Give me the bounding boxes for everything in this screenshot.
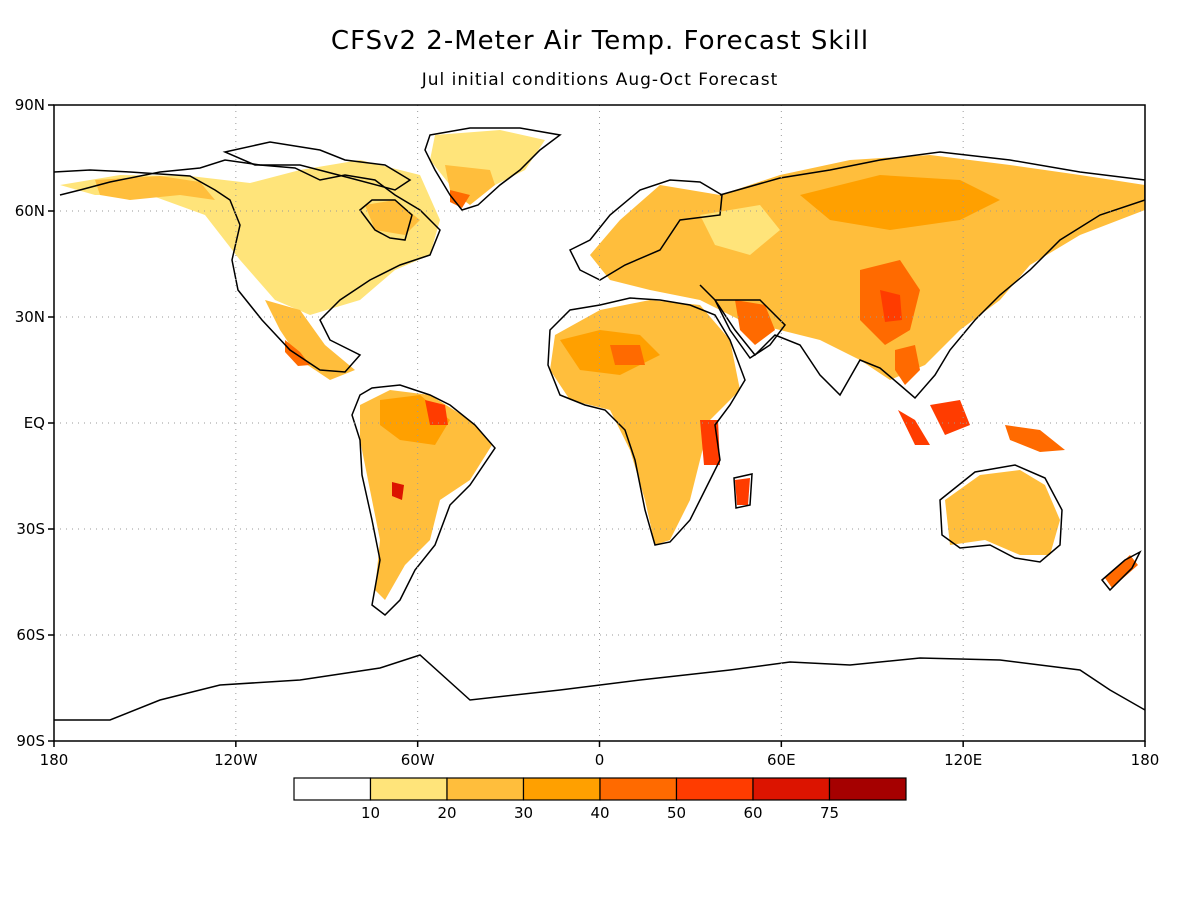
colorbar-label: 40 xyxy=(590,804,609,822)
shade-alaska-orange xyxy=(95,176,215,200)
lon-label: 60E xyxy=(767,751,796,769)
skill-shading xyxy=(60,130,1145,600)
colorbar-label: 20 xyxy=(437,804,456,822)
colorbar-swatch xyxy=(675,777,754,801)
coast-arctic-islands xyxy=(222,141,412,191)
colorbar-swatch xyxy=(599,777,678,801)
longitude-labels: 180 120W 60W 0 60E 120E 180 xyxy=(40,751,1160,769)
colorbar-swatch xyxy=(293,777,372,801)
lat-lon-grid xyxy=(54,105,1145,741)
shade-indonesia xyxy=(930,400,970,435)
lat-label: 90N xyxy=(15,96,45,114)
coast-greenland xyxy=(424,127,562,211)
coastlines xyxy=(54,127,1145,721)
shade-sahara-red xyxy=(610,345,645,365)
shade-sumatra xyxy=(898,410,930,445)
shade-madagascar xyxy=(735,478,750,505)
shade-se-asia xyxy=(895,345,920,385)
lat-label: 30S xyxy=(16,520,45,538)
shade-east-africa xyxy=(700,420,720,465)
colorbar xyxy=(293,777,907,801)
shade-siberia-light xyxy=(700,205,780,255)
latitude-labels: 90N 60N 30N EQ 30S 60S 90S xyxy=(15,96,45,750)
map-subtitle: Jul initial conditions Aug-Oct Forecast xyxy=(421,70,779,90)
map-title: CFSv2 2-Meter Air Temp. Forecast Skill xyxy=(330,26,870,56)
colorbar-label: 60 xyxy=(743,804,762,822)
lat-label: 60N xyxy=(15,202,45,220)
lon-label: 120E xyxy=(944,751,982,769)
shade-china-red xyxy=(880,290,902,322)
lat-label: EQ xyxy=(24,414,45,432)
coast-madagascar xyxy=(733,473,753,509)
shade-hudson xyxy=(365,200,420,235)
coast-south-america xyxy=(351,384,496,616)
colorbar-swatch xyxy=(522,777,601,801)
coast-hudson-bay xyxy=(358,199,413,241)
lat-label: 60S xyxy=(16,626,45,644)
lon-label: 0 xyxy=(595,751,605,769)
coast-africa xyxy=(547,297,746,546)
colorbar-label: 30 xyxy=(514,804,533,822)
axis-ticks xyxy=(48,104,1146,747)
shade-central-asia xyxy=(800,175,1000,230)
shade-greenland-red xyxy=(450,190,470,208)
colorbar-swatch xyxy=(752,777,831,801)
shade-sa-red2 xyxy=(392,482,404,500)
colorbar-label: 10 xyxy=(361,804,380,822)
coast-australia xyxy=(939,464,1063,563)
lon-label: 180 xyxy=(40,751,69,769)
coast-arabia xyxy=(713,299,786,360)
colorbar-swatch xyxy=(446,777,525,801)
shade-sa-red xyxy=(425,400,448,425)
shade-arabia xyxy=(735,300,775,345)
lon-label: 60W xyxy=(401,751,435,769)
lon-label: 120W xyxy=(214,751,258,769)
lat-label: 90S xyxy=(16,732,45,750)
colorbar-swatch xyxy=(369,777,448,801)
shade-south-america xyxy=(360,390,492,600)
colorbar-labels: 10 20 30 40 50 60 75 xyxy=(361,804,839,822)
colorbar-swatch xyxy=(828,777,907,801)
lat-label: 30N xyxy=(15,308,45,326)
shade-north-america xyxy=(60,160,440,315)
colorbar-label: 75 xyxy=(820,804,839,822)
lon-label: 180 xyxy=(1131,751,1160,769)
shade-new-guinea xyxy=(1005,425,1065,452)
coast-asia xyxy=(699,151,1145,400)
coast-north-america xyxy=(54,159,441,373)
shade-mexico xyxy=(265,300,355,380)
shade-australia xyxy=(945,470,1060,555)
colorbar-label: 50 xyxy=(667,804,686,822)
coast-new-zealand xyxy=(1100,550,1142,592)
coast-europe xyxy=(568,179,723,281)
shade-new-zealand xyxy=(1105,555,1138,588)
coast-antarctica xyxy=(54,654,1145,721)
